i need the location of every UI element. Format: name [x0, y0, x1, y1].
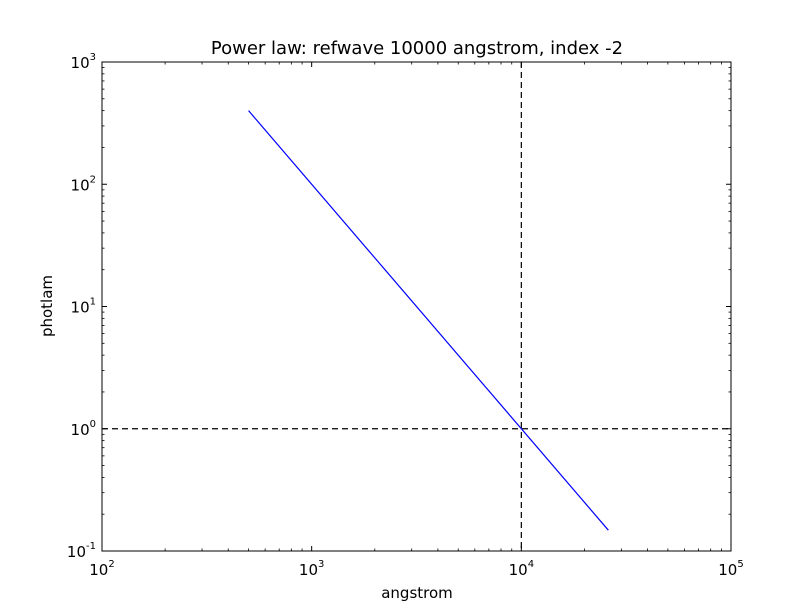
series-line-0: [248, 110, 609, 531]
y-tick-label-base: 10: [71, 176, 90, 194]
x-tick-label-exp: 2: [108, 559, 114, 570]
x-tick-label-base: 10: [299, 561, 318, 579]
x-tick-label-exp: 5: [737, 559, 743, 570]
y-tick-label: 102: [71, 174, 96, 194]
x-tick-label-base: 10: [718, 561, 737, 579]
y-tick-label-exp: 3: [90, 52, 96, 63]
x-tick-label-exp: 4: [528, 559, 534, 570]
x-tick-label-exp: 3: [318, 559, 324, 570]
x-tick-label: 102: [89, 559, 114, 579]
y-tick-label: 103: [71, 52, 96, 72]
y-tick-label-exp: 0: [90, 419, 96, 430]
y-tick-label-base: 10: [71, 54, 90, 72]
y-tick-label-exp: 2: [90, 174, 96, 185]
x-tick-label: 103: [299, 559, 324, 579]
x-axis-label: angstrom: [381, 584, 453, 602]
y-axis-label: photlam: [38, 275, 56, 337]
chart-title: Power law: refwave 10000 angstrom, index…: [211, 38, 623, 59]
y-tick-label-exp: 1: [90, 297, 96, 308]
y-tick-label-base: 10: [67, 543, 86, 561]
y-tick-label: 100: [71, 419, 96, 439]
x-tick-label: 104: [509, 559, 534, 579]
y-tick-label-base: 10: [71, 421, 90, 439]
y-tick-label-exp: -1: [86, 541, 96, 552]
y-tick-label: 101: [71, 297, 96, 317]
x-tick-label-base: 10: [509, 561, 528, 579]
y-tick-label-base: 10: [71, 299, 90, 317]
y-tick-label: 10-1: [67, 541, 96, 561]
x-tick-label-base: 10: [89, 561, 108, 579]
x-tick-label: 105: [718, 559, 743, 579]
